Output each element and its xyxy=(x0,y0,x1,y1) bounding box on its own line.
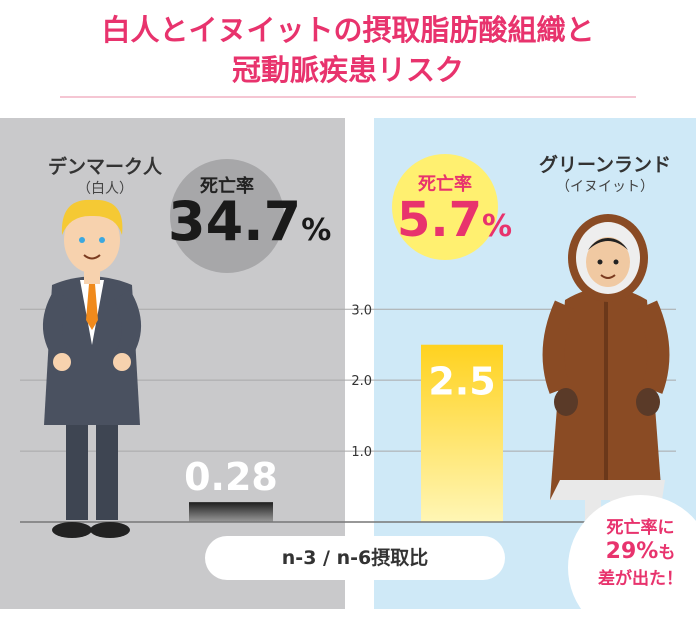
y-tick-label: 2.0 xyxy=(351,374,372,389)
difference-callout: 死亡率に 29%も 差が出た！ xyxy=(568,495,696,640)
right-mortality-label: 死亡率 xyxy=(418,174,472,195)
title-divider xyxy=(60,96,636,98)
bar-value-label: 0.28 xyxy=(184,455,278,499)
right-group-sub: （イヌイット） xyxy=(556,179,654,195)
title-line-2: 冠動脈疾患リスク xyxy=(231,53,464,87)
y-tick-label: 1.0 xyxy=(351,445,372,460)
title-line-1: 白人とイヌイットの摂取脂肪酸組織と xyxy=(101,13,595,47)
callout-line-1: 死亡率に xyxy=(606,518,675,538)
page-title: 白人とイヌイットの摂取脂肪酸組織と 冠動脈疾患リスク xyxy=(0,10,696,90)
right-mortality-badge xyxy=(392,154,498,260)
y-tick-label: 3.0 xyxy=(351,303,372,318)
left-group-name: デンマーク人 xyxy=(47,156,162,178)
right-group-name: グリーンランド xyxy=(538,154,672,176)
right-mortality-value: 5.7% xyxy=(397,192,513,248)
bar-denmark xyxy=(189,502,273,522)
inuit-person-icon xyxy=(542,214,670,526)
callout-line-2: 29%も xyxy=(605,539,676,564)
bar-chart: 1.0 2.0 3.0 0.28 2.5 xyxy=(20,199,676,538)
bar-greenland xyxy=(421,344,503,522)
left-mortality-badge xyxy=(170,159,284,273)
left-mortality-label: 死亡率 xyxy=(200,176,254,197)
x-axis-label: n-3 / n-6摂取比 xyxy=(205,536,505,580)
left-group-sub: （白人） xyxy=(77,181,133,197)
bar-value-label: 2.5 xyxy=(428,360,495,404)
left-mortality-value: 34.7% xyxy=(168,190,332,253)
danish-man-icon xyxy=(42,199,142,538)
callout-line-3: 差が出た！ xyxy=(598,569,683,589)
